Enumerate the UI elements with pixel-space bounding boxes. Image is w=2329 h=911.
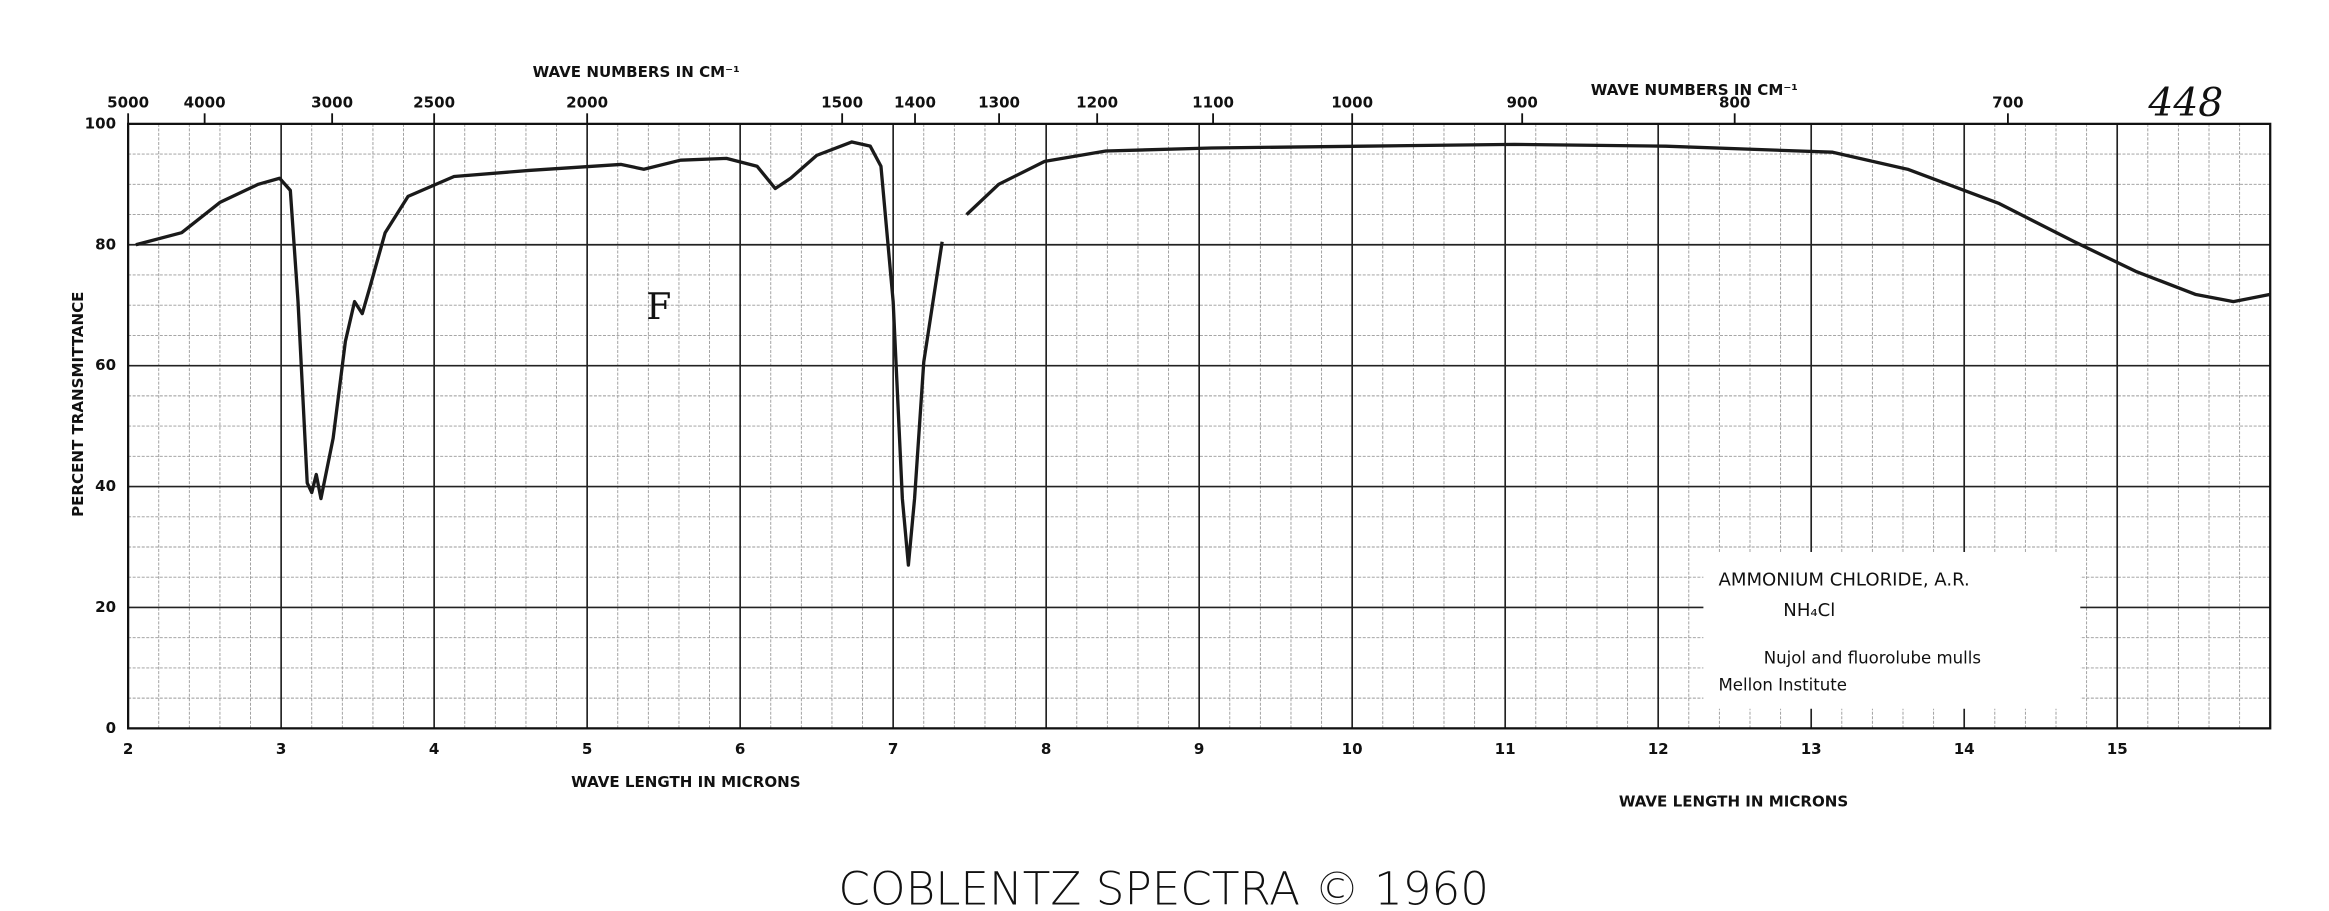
- footer: COBLENTZ SPECTRA © 1960: [838, 863, 1489, 911]
- x2-tick-label: 1000: [1331, 93, 1373, 111]
- sample-source: Mellon Institute: [1718, 676, 1846, 695]
- x2-tick-label: 900: [1506, 93, 1537, 111]
- x2-tick-label: 700: [1992, 93, 2023, 111]
- x-tick-label: 10: [1342, 740, 1363, 758]
- sample-name: AMMONIUM CHLORIDE, A.R.: [1718, 570, 1969, 591]
- x2-tick-label: 1200: [1076, 93, 1118, 111]
- y-tick-label: 80: [95, 235, 116, 253]
- y-tick-label: 60: [95, 356, 116, 374]
- x-axis-label: WAVE LENGTH IN MICRONS: [1619, 793, 1848, 811]
- x-tick-label: 13: [1801, 740, 1822, 758]
- x2-axis-label: WAVE NUMBERS IN CM⁻¹: [1591, 81, 1798, 99]
- x-tick-label: 3: [276, 740, 286, 758]
- x-tick-label: 4: [429, 740, 439, 758]
- sample-box: [1703, 551, 2081, 709]
- x-axis-label: WAVE LENGTH IN MICRONS: [571, 773, 800, 791]
- x2-tick-label: 4000: [184, 93, 226, 111]
- x2-tick-label: 800: [1719, 93, 1750, 111]
- catalog-number: 448: [2147, 81, 2223, 126]
- x-tick-label: 14: [1954, 740, 1975, 758]
- x-tick-label: 11: [1495, 740, 1516, 758]
- y-tick-label: 40: [95, 477, 116, 495]
- sample-formula: NH₄Cl: [1783, 600, 1835, 621]
- x2-tick-label: 1300: [978, 93, 1020, 111]
- x-tick-label: 5: [582, 740, 592, 758]
- x-tick-label: 6: [735, 740, 745, 758]
- x-tick-label: 15: [2107, 740, 2128, 758]
- annotation: F: [646, 285, 671, 328]
- x-tick-label: 7: [888, 740, 898, 758]
- x-tick-label: 8: [1041, 740, 1051, 758]
- x2-tick-label: 2000: [566, 93, 608, 111]
- y-tick-label: 100: [85, 114, 116, 132]
- x2-tick-label: 5000: [107, 93, 149, 111]
- y-axis-label: PERCENT TRANSMITTANCE: [69, 292, 87, 517]
- x-tick-label: 12: [1648, 740, 1669, 758]
- x2-tick-label: 1500: [821, 93, 863, 111]
- x2-tick-label: 1400: [894, 93, 936, 111]
- x2-tick-label: 2500: [413, 93, 455, 111]
- sample-method: Nujol and fluorolube mulls: [1764, 649, 1981, 668]
- x2-tick-label: 3000: [311, 93, 353, 111]
- x-tick-label: 2: [123, 740, 133, 758]
- y-tick-label: 0: [106, 719, 116, 737]
- spectrum-line: [135, 140, 2271, 567]
- plot-frame: [127, 122, 2272, 730]
- y-tick-label: 20: [95, 598, 116, 616]
- x-tick-label: 9: [1194, 740, 1204, 758]
- x2-axis-label: WAVE NUMBERS IN CM⁻¹: [533, 63, 740, 81]
- x2-tick-label: 1100: [1192, 93, 1234, 111]
